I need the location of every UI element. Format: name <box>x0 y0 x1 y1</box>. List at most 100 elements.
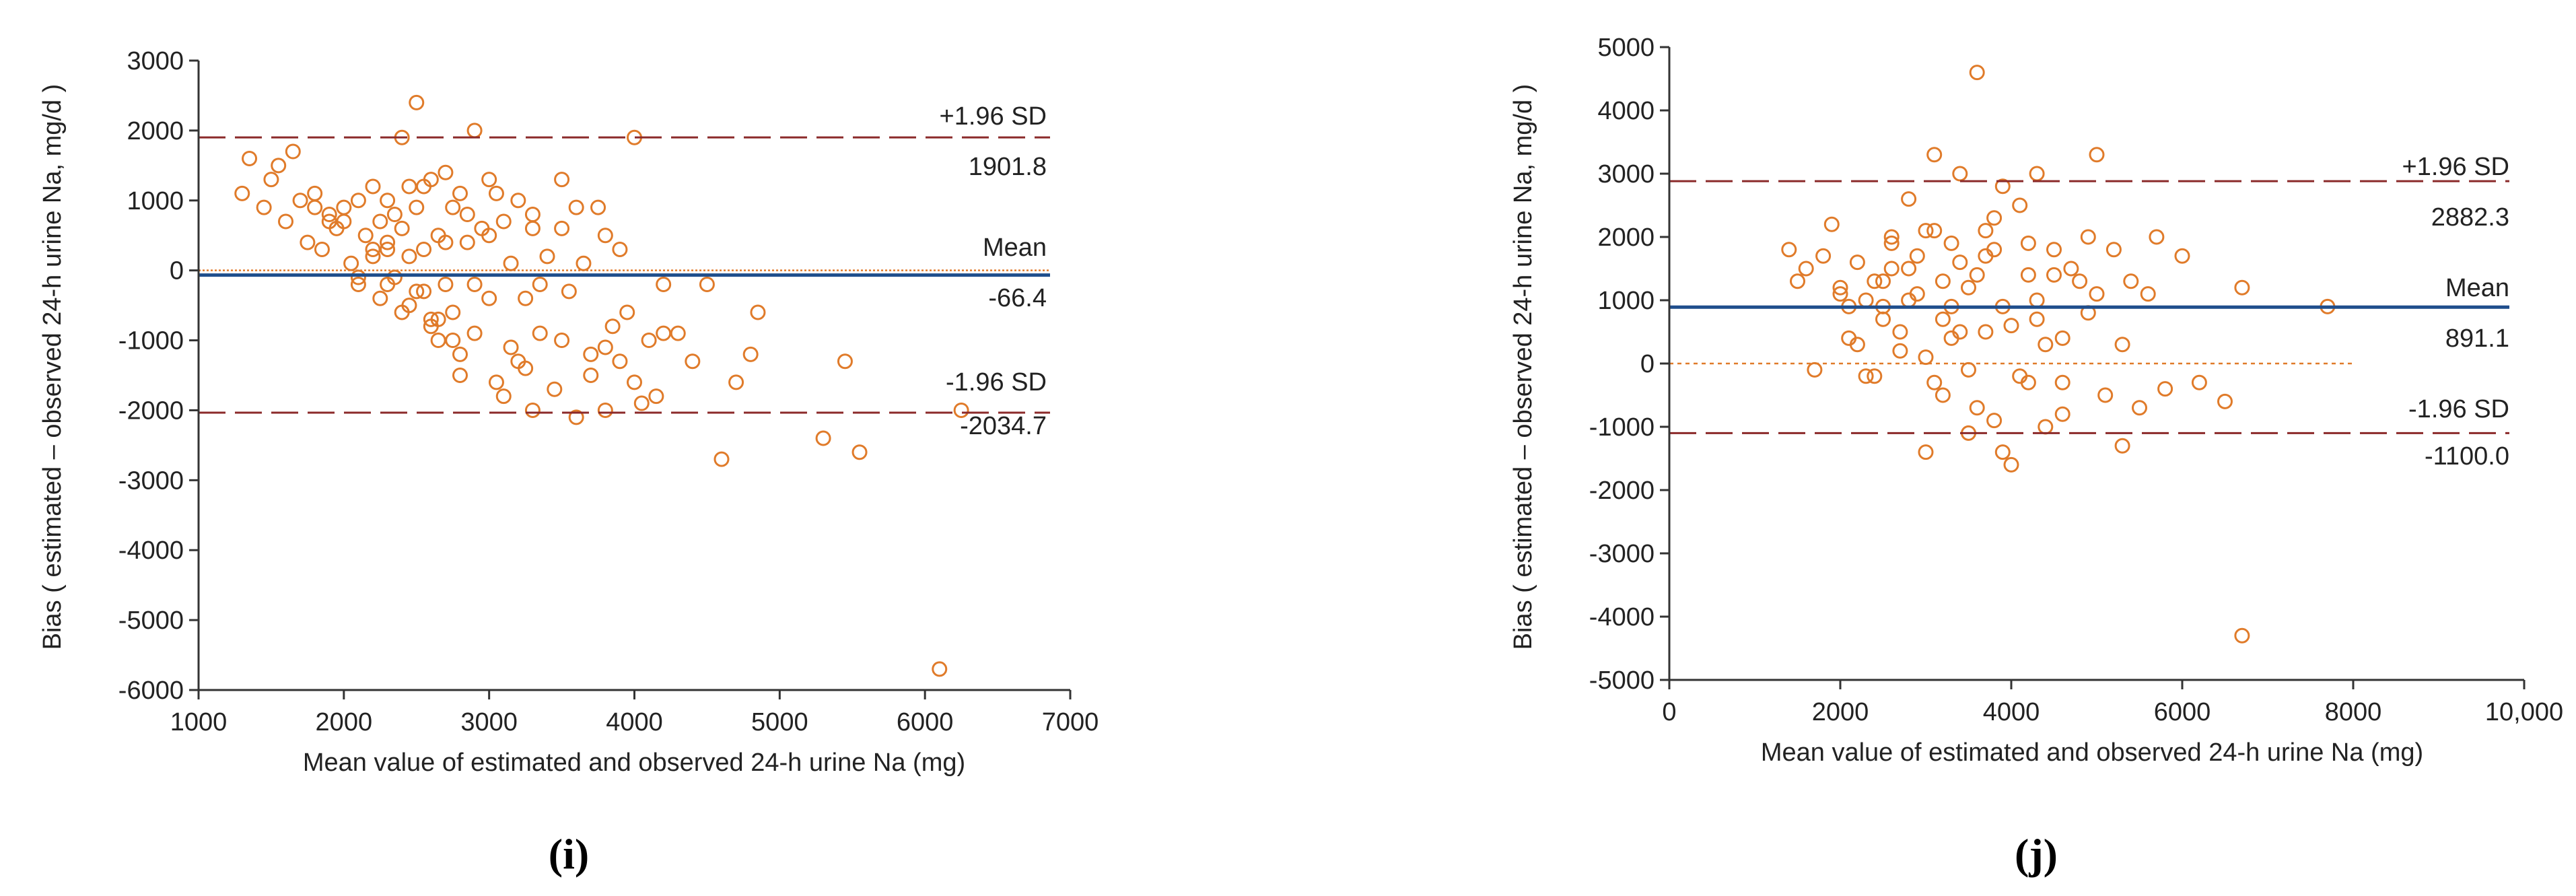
data-point <box>627 374 642 390</box>
data-point <box>1918 223 1934 239</box>
y-tick-label: -2000 <box>118 397 184 425</box>
data-point <box>2029 292 2045 308</box>
data-point <box>307 199 323 215</box>
data-point <box>1926 223 1943 239</box>
data-point <box>648 388 664 405</box>
data-point <box>568 409 584 425</box>
panel-caption: (i) <box>549 830 589 878</box>
y-axis-label: Bias ( estimated – observed 24-h urine N… <box>38 84 67 650</box>
lower-loa-value: -2034.7 <box>960 412 1047 440</box>
data-point <box>271 158 287 174</box>
data-point <box>2234 627 2250 644</box>
data-point <box>2174 248 2190 264</box>
data-point <box>452 368 468 383</box>
data-point <box>1994 178 2011 195</box>
data-point <box>2038 337 2054 353</box>
data-point <box>2003 318 2019 334</box>
data-point <box>445 333 461 349</box>
data-point <box>488 185 504 201</box>
data-point <box>597 339 613 355</box>
data-point <box>1986 210 2003 226</box>
data-point <box>1849 337 1865 353</box>
data-point <box>438 164 454 180</box>
data-point <box>445 199 461 215</box>
y-tick-label: 5000 <box>1597 34 1655 62</box>
data-point <box>2054 374 2070 390</box>
data-point <box>1901 261 1917 277</box>
x-tick-label: 0 <box>1662 698 1676 726</box>
data-point <box>2089 286 2105 302</box>
y-tick-label: -3000 <box>1589 540 1655 568</box>
data-point <box>278 213 293 230</box>
upper-loa-value: 1901.8 <box>969 153 1047 181</box>
data-point <box>2046 242 2062 258</box>
data-point <box>1883 261 1900 277</box>
data-point <box>1952 254 1968 271</box>
data-point <box>597 402 613 418</box>
data-point <box>1935 273 1951 289</box>
data-point <box>2089 147 2105 163</box>
upper-loa-label: +1.96 SD <box>2402 153 2510 181</box>
data-point <box>2046 267 2062 283</box>
data-point <box>1986 242 2003 258</box>
data-point <box>2105 242 2122 258</box>
data-point <box>466 123 483 139</box>
y-axis-label: Bias ( estimated – observed 24-h urine N… <box>1509 84 1537 650</box>
data-point <box>2054 406 2070 422</box>
data-point <box>2123 273 2139 289</box>
data-point <box>2020 235 2036 251</box>
data-point <box>568 199 584 215</box>
data-point <box>2191 374 2207 390</box>
data-point <box>1961 279 1976 296</box>
data-point <box>2149 229 2165 245</box>
data-point <box>932 661 948 677</box>
data-point <box>1823 216 1840 232</box>
panel-caption: (j) <box>2015 830 2058 878</box>
data-point <box>459 207 475 223</box>
data-point <box>670 325 686 341</box>
data-point <box>633 395 650 411</box>
data-point <box>1969 400 1985 416</box>
data-point <box>380 242 396 257</box>
data-point <box>438 276 454 292</box>
x-tick-label: 7000 <box>1042 708 1099 736</box>
data-point <box>539 248 555 265</box>
data-point <box>423 311 439 327</box>
data-point <box>1867 273 1883 289</box>
upper-loa-label: +1.96 SD <box>940 102 1047 131</box>
data-point <box>365 178 381 195</box>
data-point <box>495 213 512 230</box>
mean-value: -66.4 <box>988 284 1047 312</box>
data-point <box>1926 374 1943 390</box>
y-tick-label: -6000 <box>118 677 184 705</box>
data-point <box>416 242 432 257</box>
data-point <box>438 234 454 250</box>
y-tick-label: 3000 <box>1597 160 1655 188</box>
x-tick-label: 4000 <box>606 708 663 736</box>
data-point <box>350 276 366 292</box>
y-tick-label: 4000 <box>1597 97 1655 125</box>
lower-loa-value: -1100.0 <box>2425 442 2509 471</box>
data-point <box>1935 311 1951 327</box>
data-point <box>641 333 657 349</box>
data-point <box>394 220 410 236</box>
y-tick-label: 2000 <box>127 117 184 145</box>
data-point <box>380 193 396 209</box>
y-tick-label: -3000 <box>118 467 184 495</box>
data-point <box>2038 419 2054 435</box>
data-point <box>612 242 628 257</box>
y-tick-label: 0 <box>170 257 184 285</box>
data-point <box>815 430 831 446</box>
data-point <box>336 199 352 215</box>
y-tick-label: -1000 <box>1589 413 1655 442</box>
data-point <box>1883 235 1900 251</box>
data-point <box>1901 191 1917 207</box>
data-point <box>321 207 337 223</box>
data-point <box>263 172 279 188</box>
data-point <box>583 368 599 383</box>
data-point <box>604 318 621 335</box>
data-point <box>1978 223 1994 239</box>
data-point <box>1875 273 1891 289</box>
data-point <box>1832 279 1848 296</box>
data-point <box>2140 286 2156 302</box>
